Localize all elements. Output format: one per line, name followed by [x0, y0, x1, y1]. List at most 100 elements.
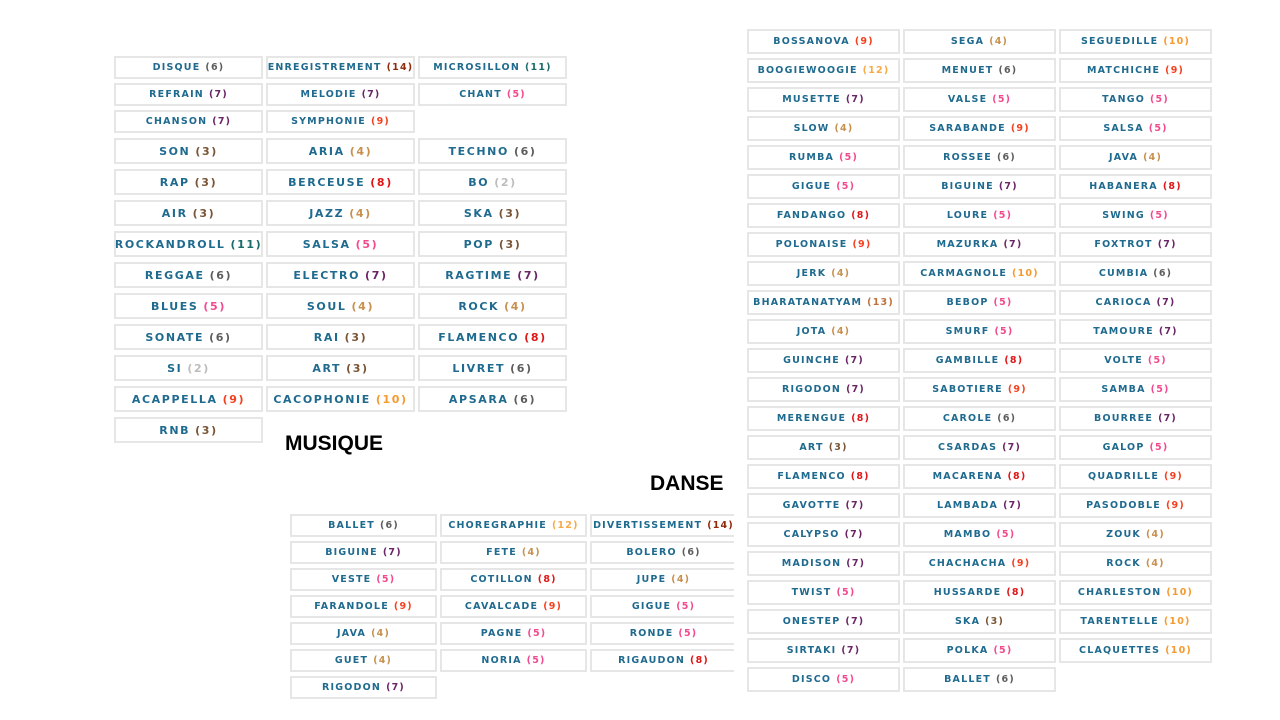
- word-tag[interactable]: HABANERA 8: [1059, 174, 1212, 199]
- word-tag[interactable]: QUADRILLE 9: [1059, 464, 1212, 489]
- word-tag[interactable]: ROCK 4: [1059, 551, 1212, 576]
- word-tag[interactable]: BIGUINE 7: [903, 174, 1056, 199]
- word-tag[interactable]: BOSSANOVA 9: [747, 29, 900, 54]
- word-tag[interactable]: SABOTIERE 9: [903, 377, 1056, 402]
- word-tag[interactable]: BO 2: [418, 169, 567, 195]
- word-tag[interactable]: CHOREGRAPHIE 12: [440, 514, 587, 537]
- word-tag[interactable]: HUSSARDE 8: [903, 580, 1056, 605]
- word-tag[interactable]: JUPE 4: [590, 568, 734, 591]
- word-tag[interactable]: DISQUE 6: [114, 56, 263, 79]
- word-tag[interactable]: JERK 4: [747, 261, 900, 286]
- word-tag[interactable]: CAVALCADE 9: [440, 595, 587, 618]
- word-tag[interactable]: SARABANDE 9: [903, 116, 1056, 141]
- word-tag[interactable]: TARENTELLE 10: [1059, 609, 1212, 634]
- word-tag[interactable]: RONDE 5: [590, 622, 734, 645]
- word-tag[interactable]: LIVRET 6: [418, 355, 567, 381]
- word-tag[interactable]: SIRTAKI 7: [747, 638, 900, 663]
- word-tag[interactable]: RIGODON 7: [290, 676, 437, 699]
- word-tag[interactable]: COTILLON 8: [440, 568, 587, 591]
- word-tag[interactable]: JAZZ 4: [266, 200, 415, 226]
- word-tag[interactable]: BLUES 5: [114, 293, 263, 319]
- word-tag[interactable]: RUMBA 5: [747, 145, 900, 170]
- word-tag[interactable]: ROSSEE 6: [903, 145, 1056, 170]
- word-tag[interactable]: POLONAISE 9: [747, 232, 900, 257]
- word-tag[interactable]: SON 3: [114, 138, 263, 164]
- word-tag[interactable]: SEGA 4: [903, 29, 1056, 54]
- word-tag[interactable]: CALYPSO 7: [747, 522, 900, 547]
- word-tag[interactable]: ARIA 4: [266, 138, 415, 164]
- word-tag[interactable]: FANDANGO 8: [747, 203, 900, 228]
- word-tag[interactable]: LOURE 5: [903, 203, 1056, 228]
- word-tag[interactable]: CUMBIA 6: [1059, 261, 1212, 286]
- word-tag[interactable]: SOUL 4: [266, 293, 415, 319]
- word-tag[interactable]: SKA 3: [903, 609, 1056, 634]
- word-tag[interactable]: BALLET 6: [903, 667, 1056, 692]
- word-tag[interactable]: MELODIE 7: [266, 83, 415, 106]
- word-tag[interactable]: FLAMENCO 8: [418, 324, 567, 350]
- word-tag[interactable]: SKA 3: [418, 200, 567, 226]
- word-tag[interactable]: GALOP 5: [1059, 435, 1212, 460]
- word-tag[interactable]: MAMBO 5: [903, 522, 1056, 547]
- word-tag[interactable]: TECHNO 6: [418, 138, 567, 164]
- word-tag[interactable]: REGGAE 6: [114, 262, 263, 288]
- word-tag[interactable]: BERCEUSE 8: [266, 169, 415, 195]
- word-tag[interactable]: RAGTIME 7: [418, 262, 567, 288]
- word-tag[interactable]: ROCKANDROLL 11: [114, 231, 263, 257]
- word-tag[interactable]: SI 2: [114, 355, 263, 381]
- word-tag[interactable]: SALSA 5: [266, 231, 415, 257]
- word-tag[interactable]: GAVOTTE 7: [747, 493, 900, 518]
- word-tag[interactable]: SEGUEDILLE 10: [1059, 29, 1212, 54]
- word-tag[interactable]: BOLERO 6: [590, 541, 734, 564]
- word-tag[interactable]: BALLET 6: [290, 514, 437, 537]
- word-tag[interactable]: JAVA 4: [1059, 145, 1212, 170]
- word-tag[interactable]: ART 3: [266, 355, 415, 381]
- word-tag[interactable]: ROCK 4: [418, 293, 567, 319]
- word-tag[interactable]: DIVERTISSEMENT 14: [590, 514, 734, 537]
- word-tag[interactable]: MERENGUE 8: [747, 406, 900, 431]
- word-tag[interactable]: RIGAUDON 8: [590, 649, 734, 672]
- word-tag[interactable]: MACARENA 8: [903, 464, 1056, 489]
- word-tag[interactable]: ONESTEP 7: [747, 609, 900, 634]
- word-tag[interactable]: MICROSILLON 11: [418, 56, 567, 79]
- word-tag[interactable]: CHANSON 7: [114, 110, 263, 133]
- word-tag[interactable]: MENUET 6: [903, 58, 1056, 83]
- word-tag[interactable]: GUINCHE 7: [747, 348, 900, 373]
- word-tag[interactable]: SALSA 5: [1059, 116, 1212, 141]
- word-tag[interactable]: MATCHICHE 9: [1059, 58, 1212, 83]
- word-tag[interactable]: SMURF 5: [903, 319, 1056, 344]
- word-tag[interactable]: VOLTE 5: [1059, 348, 1212, 373]
- word-tag[interactable]: GAMBILLE 8: [903, 348, 1056, 373]
- word-tag[interactable]: GIGUE 5: [590, 595, 734, 618]
- word-tag[interactable]: SLOW 4: [747, 116, 900, 141]
- word-tag[interactable]: PAGNE 5: [440, 622, 587, 645]
- word-tag[interactable]: GUET 4: [290, 649, 437, 672]
- word-tag[interactable]: FOXTROT 7: [1059, 232, 1212, 257]
- word-tag[interactable]: ACAPPELLA 9: [114, 386, 263, 412]
- word-tag[interactable]: FETE 4: [440, 541, 587, 564]
- word-tag[interactable]: FLAMENCO 8: [747, 464, 900, 489]
- word-tag[interactable]: MAZURKA 7: [903, 232, 1056, 257]
- word-tag[interactable]: CARMAGNOLE 10: [903, 261, 1056, 286]
- word-tag[interactable]: DISCO 5: [747, 667, 900, 692]
- word-tag[interactable]: BHARATANATYAM 13: [747, 290, 900, 315]
- word-tag[interactable]: SAMBA 5: [1059, 377, 1212, 402]
- word-tag[interactable]: ENREGISTREMENT 14: [266, 56, 415, 79]
- word-tag[interactable]: LAMBADA 7: [903, 493, 1056, 518]
- word-tag[interactable]: TAMOURE 7: [1059, 319, 1212, 344]
- word-tag[interactable]: FARANDOLE 9: [290, 595, 437, 618]
- word-tag[interactable]: POLKA 5: [903, 638, 1056, 663]
- word-tag[interactable]: CHANT 5: [418, 83, 567, 106]
- word-tag[interactable]: VALSE 5: [903, 87, 1056, 112]
- word-tag[interactable]: SYMPHONIE 9: [266, 110, 415, 133]
- word-tag[interactable]: AIR 3: [114, 200, 263, 226]
- word-tag[interactable]: ART 3: [747, 435, 900, 460]
- word-tag[interactable]: ZOUK 4: [1059, 522, 1212, 547]
- word-tag[interactable]: RAP 3: [114, 169, 263, 195]
- word-tag[interactable]: BEBOP 5: [903, 290, 1056, 315]
- word-tag[interactable]: CACOPHONIE 10: [266, 386, 415, 412]
- word-tag[interactable]: BIGUINE 7: [290, 541, 437, 564]
- word-tag[interactable]: PASODOBLE 9: [1059, 493, 1212, 518]
- word-tag[interactable]: CHACHACHA 9: [903, 551, 1056, 576]
- word-tag[interactable]: NORIA 5: [440, 649, 587, 672]
- word-tag[interactable]: RNB 3: [114, 417, 263, 443]
